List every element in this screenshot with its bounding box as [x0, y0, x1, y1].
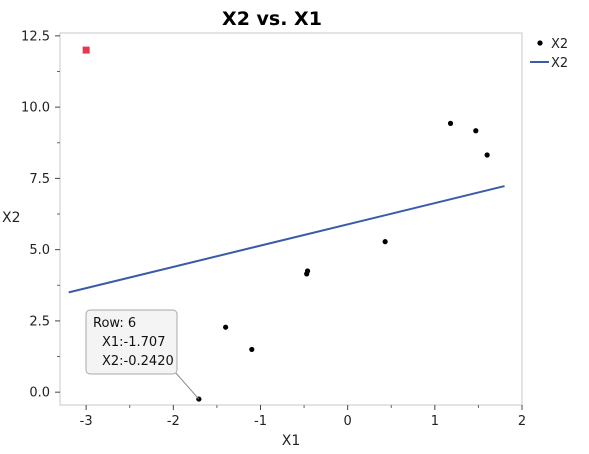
tooltip-box: [85, 309, 178, 375]
axes: -3 -2 -1 0 1 2 0.0 2.5 5.0 7.5 10.0 12.5: [21, 29, 526, 429]
x-tick-label: 0: [344, 414, 352, 429]
x-axis-label: X1: [282, 433, 301, 449]
x-tick-label: -3: [80, 414, 93, 429]
legend-label-points: X2: [551, 37, 568, 52]
tooltip-line: Row: 6: [93, 316, 136, 331]
x-tick-label: 1: [431, 414, 439, 429]
y-tick-label: 7.5: [29, 172, 50, 187]
data-point[interactable]: [473, 128, 479, 134]
legend-point-marker: [537, 40, 543, 46]
data-point[interactable]: [447, 120, 454, 126]
tooltip-line: X2:-0.2420: [102, 354, 174, 369]
x-tick-label: -2: [167, 414, 180, 429]
data-point[interactable]: [223, 324, 229, 330]
data-point[interactable]: [484, 152, 490, 158]
tooltip-line: X1:-1.707: [102, 335, 165, 350]
y-tick-label: 10.0: [21, 101, 50, 116]
chart-title: X2 vs. X1: [222, 8, 322, 30]
data-point[interactable]: [304, 268, 311, 274]
y-tick-label: 2.5: [29, 314, 50, 329]
y-tick-label: 12.5: [21, 29, 50, 44]
legend-label-line: X2: [551, 56, 568, 71]
data-point[interactable]: [382, 239, 388, 245]
y-tick-label: 5.0: [29, 243, 50, 258]
x-tick-label: -1: [254, 414, 267, 429]
x-tick-label: 2: [518, 414, 526, 429]
y-tick-label: 0.0: [29, 386, 50, 401]
excluded-point[interactable]: [82, 46, 90, 54]
tooltip-leader: [174, 371, 200, 400]
fit-line[interactable]: [68, 185, 505, 294]
series-group: [68, 46, 505, 402]
data-point[interactable]: [249, 346, 255, 353]
y-axis-label: X2: [2, 210, 21, 226]
tooltip: Row: 6 X1:-1.707 X2:-0.2420: [85, 309, 200, 400]
